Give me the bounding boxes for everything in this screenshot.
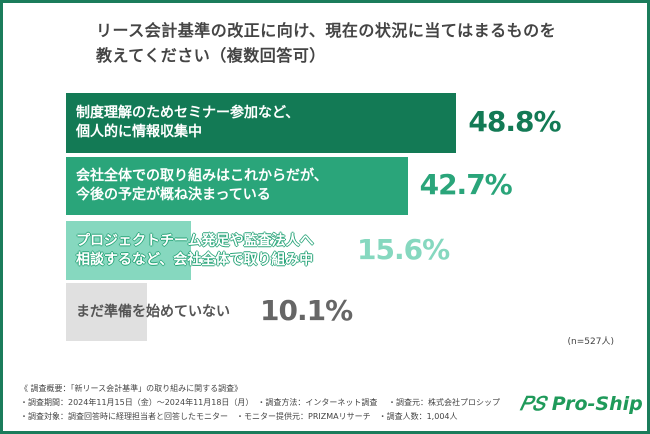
bar-label-3: プロジェクトチーム発足や監査法人へ 相談するなど、会社全体で取り組み中: [76, 232, 314, 268]
footer-line-1: 《 調査概要：「新リース会計基準」の取り組みに関する調査》: [20, 384, 243, 393]
value-label-2: 42.7%: [419, 168, 513, 201]
sample-size-note: (n=527人): [567, 337, 614, 347]
pro-ship-logo: 𝑃𝑆 Pro-Ship: [520, 393, 643, 415]
bar-label-2: 会社全体での取り組みはこれからだが、 今後の予定が概ね決まっている: [76, 168, 328, 203]
footer-line-3: ・調査対象：調査回答時に経理担当者と回答したモニター ・モニター提供元：PRIZ…: [20, 412, 458, 421]
title-line-2: 教えてください（複数回答可）: [96, 46, 326, 65]
footer-line-2: ・調査期間：2024年11月15日（金）～2024年11月18日（月） ・調査方…: [20, 398, 500, 407]
bar-4: [66, 283, 147, 341]
bar-3: [66, 221, 191, 280]
bar-label-4: まだ準備を始めていない: [76, 303, 230, 320]
bar-1: [66, 93, 457, 153]
bar-2: [66, 157, 408, 215]
value-label-3: 15.6%: [357, 232, 450, 266]
title-line-1: リース会計基準の改正に向け、現在の状況に当てはまるものを: [96, 21, 557, 40]
value-label-1: 48.8%: [468, 105, 561, 138]
bar-label-1: 制度理解のためセミナー参加など、 個人的に情報収集中: [76, 105, 300, 140]
chart-title: リース会計基準の改正に向け、現在の状況に当てはまるものを 教えてください（複数回…: [96, 18, 556, 68]
value-label-4: 10.1%: [260, 294, 353, 327]
